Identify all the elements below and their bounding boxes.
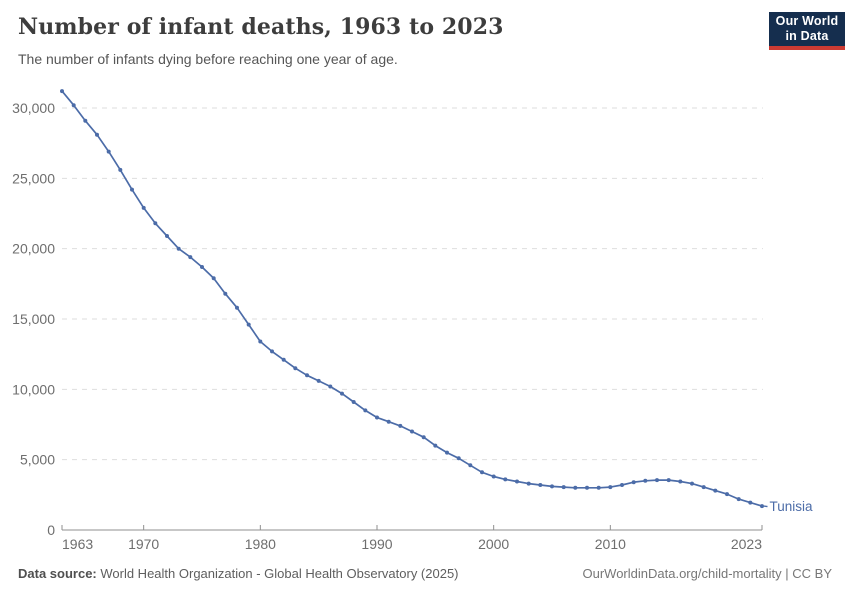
y-axis-label: 30,000 <box>12 100 55 116</box>
data-point[interactable] <box>340 391 344 396</box>
chart-footer: Data source: World Health Organization -… <box>18 566 832 581</box>
data-source-label: Data source: <box>18 566 97 581</box>
data-point[interactable] <box>608 485 613 490</box>
data-point[interactable] <box>328 384 333 389</box>
data-source-text: World Health Organization - Global Healt… <box>96 566 459 581</box>
data-point[interactable] <box>60 89 64 94</box>
data-point[interactable] <box>433 443 438 448</box>
credit-link[interactable]: OurWorldinData.org/child-mortality | CC … <box>582 566 833 581</box>
trend-line[interactable] <box>61 90 763 507</box>
data-point[interactable] <box>200 265 204 269</box>
data-point[interactable] <box>270 349 274 354</box>
data-point[interactable] <box>83 118 88 123</box>
data-point[interactable] <box>666 478 671 483</box>
data-point[interactable] <box>445 450 449 455</box>
data-point[interactable] <box>561 485 566 490</box>
owid-logo-line1: Our World <box>775 14 839 28</box>
data-point[interactable] <box>643 478 648 483</box>
data-point[interactable] <box>631 480 636 485</box>
data-point[interactable] <box>678 479 683 484</box>
data-point[interactable] <box>211 276 216 281</box>
data-point[interactable] <box>526 481 531 486</box>
x-axis-label: 2023 <box>731 536 762 552</box>
y-axis-label: 10,000 <box>12 381 55 397</box>
chart-subtitle: The number of infants dying before reach… <box>18 51 398 67</box>
y-axis-label: 15,000 <box>12 311 55 327</box>
data-point[interactable] <box>421 435 426 440</box>
data-point[interactable] <box>701 485 706 490</box>
data-point[interactable] <box>246 322 251 327</box>
data-point[interactable] <box>258 339 263 344</box>
data-point[interactable] <box>596 485 601 490</box>
x-axis-label: 1963 <box>62 536 93 552</box>
data-point[interactable] <box>620 483 624 487</box>
y-axis-label: 5,000 <box>20 452 55 468</box>
data-point[interactable] <box>655 478 659 483</box>
x-axis-label: 2010 <box>595 536 626 552</box>
data-point[interactable] <box>398 423 403 428</box>
x-axis-label: 1970 <box>128 536 159 552</box>
data-point[interactable] <box>71 103 76 108</box>
data-point[interactable] <box>538 483 543 487</box>
data-point[interactable] <box>690 481 694 486</box>
data-point[interactable] <box>351 400 356 404</box>
data-point[interactable] <box>165 234 169 238</box>
data-point[interactable] <box>130 187 134 192</box>
y-axis-label: 0 <box>47 522 55 538</box>
data-point[interactable] <box>386 419 391 424</box>
data-point[interactable] <box>491 474 496 479</box>
data-point[interactable] <box>468 463 473 468</box>
data-point[interactable] <box>725 492 729 497</box>
data-point[interactable] <box>503 477 508 482</box>
data-point[interactable] <box>281 357 286 362</box>
data-point[interactable] <box>141 205 146 210</box>
x-axis-label: 2000 <box>478 536 509 552</box>
data-point[interactable] <box>363 408 368 413</box>
data-point[interactable] <box>223 291 228 296</box>
y-axis-label: 25,000 <box>12 170 55 186</box>
data-source: Data source: World Health Organization -… <box>18 566 459 581</box>
data-point[interactable] <box>153 221 158 226</box>
data-point[interactable] <box>235 305 239 310</box>
data-point[interactable] <box>736 497 741 502</box>
data-point[interactable] <box>748 500 753 505</box>
owid-logo-line2: in Data <box>785 29 829 43</box>
y-axis-label: 20,000 <box>12 241 55 257</box>
data-point[interactable] <box>515 479 519 484</box>
series-label-connector <box>763 505 768 508</box>
data-point[interactable] <box>188 255 193 260</box>
data-point[interactable] <box>713 488 718 493</box>
data-point[interactable] <box>375 415 379 420</box>
data-point[interactable] <box>176 246 181 251</box>
data-point[interactable] <box>550 484 554 489</box>
data-point[interactable] <box>305 373 309 378</box>
x-axis-label: 1980 <box>245 536 276 552</box>
data-point[interactable] <box>316 378 321 383</box>
data-point[interactable] <box>118 167 123 172</box>
data-point[interactable] <box>760 504 764 509</box>
data-point[interactable] <box>293 366 298 371</box>
owid-logo[interactable]: Our World in Data <box>769 12 845 50</box>
data-point[interactable] <box>456 456 461 461</box>
x-axis-label: 1990 <box>361 536 392 552</box>
data-point[interactable] <box>480 470 484 475</box>
data-point[interactable] <box>106 149 111 154</box>
data-point[interactable] <box>585 485 589 490</box>
data-point[interactable] <box>95 132 99 137</box>
page-title: Number of infant deaths, 1963 to 2023 <box>18 14 504 40</box>
data-point[interactable] <box>410 429 414 434</box>
series-label-tunisia[interactable]: Tunisia <box>770 499 814 514</box>
data-point[interactable] <box>573 485 578 490</box>
